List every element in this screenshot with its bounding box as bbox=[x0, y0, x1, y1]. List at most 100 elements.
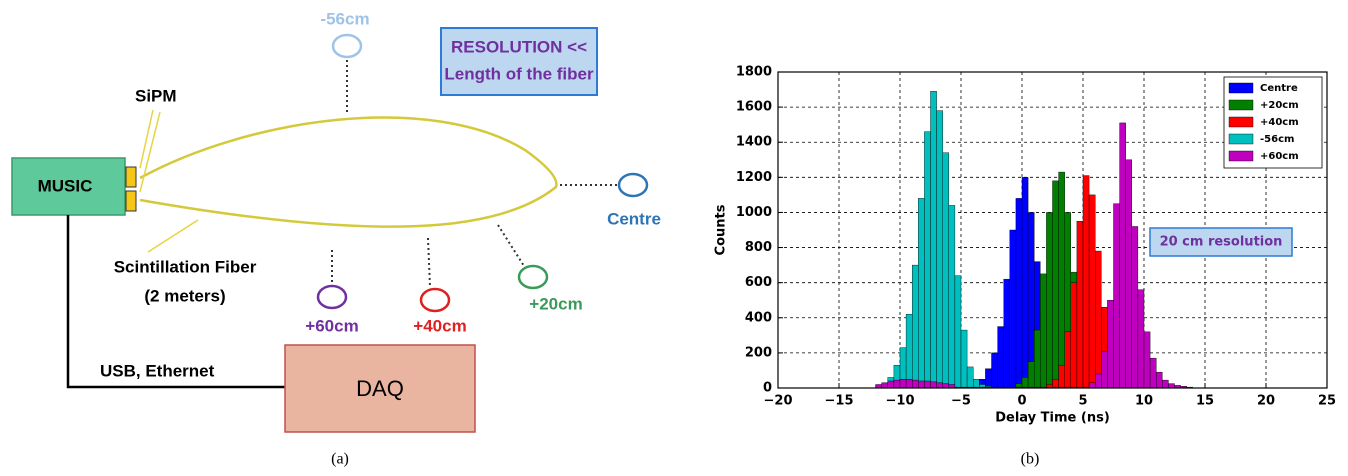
bar bbox=[949, 205, 955, 388]
legend-swatch bbox=[1229, 134, 1253, 144]
y-tick-label: 1400 bbox=[736, 135, 772, 150]
arrow bbox=[148, 220, 198, 252]
legend-label: +60cm bbox=[1260, 151, 1299, 162]
bar bbox=[1095, 251, 1101, 388]
legend-swatch bbox=[1229, 117, 1253, 127]
legend-swatch bbox=[1229, 100, 1253, 110]
diagram: -56cm RESOLUTION << Length of the fiber … bbox=[12, 9, 661, 467]
bar bbox=[900, 379, 906, 388]
bar bbox=[924, 132, 930, 388]
music-label: MUSIC bbox=[38, 176, 93, 195]
bar bbox=[1059, 365, 1065, 388]
legend-label: -56cm bbox=[1260, 134, 1294, 145]
position-marker bbox=[333, 35, 361, 57]
y-tick-label: 1200 bbox=[736, 170, 772, 185]
bar bbox=[1065, 332, 1071, 388]
bar bbox=[1059, 172, 1065, 388]
connector bbox=[498, 225, 524, 266]
bar bbox=[1114, 204, 1120, 388]
y-tick-label: 200 bbox=[745, 345, 772, 360]
caption: (b) bbox=[1021, 451, 1040, 468]
bar bbox=[912, 380, 918, 388]
bar bbox=[1101, 351, 1107, 388]
sipm-label: SiPM bbox=[135, 86, 177, 105]
note-text: Length of the fiber bbox=[444, 64, 594, 83]
bar bbox=[882, 383, 888, 388]
bar bbox=[1071, 283, 1077, 388]
bar bbox=[1034, 330, 1040, 388]
legend-swatch bbox=[1229, 151, 1253, 161]
figure: -56cm RESOLUTION << Length of the fiber … bbox=[0, 0, 1348, 476]
x-tick-label: 25 bbox=[1318, 394, 1336, 409]
bar bbox=[1046, 212, 1052, 388]
fiber-label: (2 meters) bbox=[144, 286, 225, 305]
bar bbox=[894, 380, 900, 388]
legend-swatch bbox=[1229, 83, 1253, 93]
bar bbox=[1132, 226, 1138, 388]
position-marker bbox=[318, 286, 346, 308]
x-tick-label: −5 bbox=[951, 394, 971, 409]
bar bbox=[912, 265, 918, 388]
bar bbox=[961, 330, 967, 388]
position-marker bbox=[619, 174, 647, 196]
bar bbox=[1016, 198, 1022, 388]
bar bbox=[1040, 274, 1046, 388]
daq-label: DAQ bbox=[356, 376, 404, 401]
y-tick-label: 400 bbox=[745, 310, 772, 325]
bar bbox=[1089, 383, 1095, 388]
legend-label: +20cm bbox=[1260, 100, 1299, 111]
x-tick-label: −10 bbox=[886, 394, 915, 409]
position-label: +20cm bbox=[529, 294, 582, 313]
x-tick-label: 5 bbox=[1078, 394, 1087, 409]
bar bbox=[985, 369, 991, 388]
bar bbox=[924, 381, 930, 388]
bar bbox=[888, 381, 894, 388]
sipm bbox=[126, 167, 136, 187]
position-label: Centre bbox=[607, 209, 661, 228]
arrow bbox=[140, 110, 153, 168]
legend-label: Centre bbox=[1260, 83, 1298, 94]
bar bbox=[1022, 177, 1028, 388]
y-tick-label: 800 bbox=[745, 240, 772, 255]
bar bbox=[1089, 195, 1095, 388]
x-tick-label: 15 bbox=[1196, 394, 1214, 409]
bar bbox=[967, 367, 973, 388]
bar bbox=[992, 353, 998, 388]
y-tick-label: 1000 bbox=[736, 205, 772, 220]
connector bbox=[428, 238, 430, 287]
bar bbox=[1138, 290, 1144, 388]
sipm bbox=[126, 191, 136, 211]
bar bbox=[1120, 123, 1126, 388]
x-tick-label: −15 bbox=[825, 394, 854, 409]
legend-label: +40cm bbox=[1260, 117, 1299, 128]
bar bbox=[1083, 176, 1089, 388]
bar bbox=[918, 381, 924, 388]
bar bbox=[1095, 374, 1101, 388]
bar bbox=[1156, 372, 1162, 388]
caption: (a) bbox=[331, 451, 349, 468]
bar bbox=[1126, 160, 1132, 388]
position-marker bbox=[519, 266, 547, 288]
bar bbox=[1028, 362, 1034, 388]
bar bbox=[906, 314, 912, 388]
y-axis-label: Counts bbox=[714, 204, 729, 255]
bar bbox=[937, 111, 943, 388]
x-axis-label: Delay Time (ns) bbox=[995, 411, 1110, 426]
bar bbox=[1010, 230, 1016, 388]
bar bbox=[973, 379, 979, 388]
bar bbox=[937, 383, 943, 388]
position-marker bbox=[421, 289, 449, 311]
bar bbox=[1144, 332, 1150, 388]
x-tick-label: −20 bbox=[764, 394, 793, 409]
bar bbox=[943, 384, 949, 388]
bar bbox=[1053, 181, 1059, 388]
chart: 020040060080010001200140016001800−20−15−… bbox=[714, 65, 1337, 426]
bar bbox=[931, 382, 937, 388]
fiber-label: Scintillation Fiber bbox=[114, 257, 257, 276]
y-tick-label: 1600 bbox=[736, 100, 772, 115]
position-label: +60cm bbox=[305, 316, 358, 335]
bar bbox=[1150, 358, 1156, 388]
bar bbox=[1168, 384, 1174, 388]
bar bbox=[943, 153, 949, 388]
bar bbox=[1162, 380, 1168, 388]
